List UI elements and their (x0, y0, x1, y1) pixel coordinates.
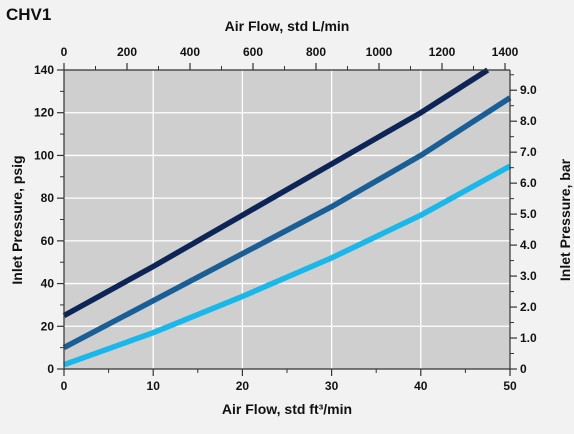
y2-tick-label: 3.0 (520, 269, 537, 283)
y2-axis-label: Inlet Pressure, bar (557, 158, 573, 281)
x2-tick-label: 1200 (429, 45, 456, 59)
y2-tick-label: 8.0 (520, 114, 537, 128)
series-line-1 (62, 67, 490, 319)
y-tick-label: 120 (34, 106, 54, 120)
y-tick-label: 40 (41, 277, 55, 291)
y-tick-label: 100 (34, 148, 54, 162)
x-tick-label: 50 (503, 379, 517, 393)
y-tick-label: 0 (47, 362, 54, 376)
x2-tick-label: 400 (180, 45, 200, 59)
y2-tick-label: 1.0 (520, 331, 537, 345)
x-tick-label: 10 (147, 379, 161, 393)
x2-tick-label: 1400 (492, 45, 519, 59)
x-tick-label: 20 (236, 379, 250, 393)
x2-tick-label: 200 (117, 45, 137, 59)
x-axis-label: Air Flow, std ft³/min (222, 401, 352, 417)
x2-tick-label: 0 (61, 45, 68, 59)
y2-tick-label: 4.0 (520, 238, 537, 252)
y-tick-label: 80 (41, 191, 55, 205)
x-tick-label: 40 (414, 379, 428, 393)
x2-tick-label: 800 (306, 45, 326, 59)
y2-tick-label: 5.0 (520, 207, 537, 221)
x2-tick-label: 1000 (366, 45, 393, 59)
y-tick-label: 140 (34, 63, 54, 77)
y-tick-label: 20 (41, 319, 55, 333)
chart-title: CHV1 (6, 5, 51, 24)
y-tick-label: 60 (41, 234, 55, 248)
series-line-3 (63, 163, 512, 368)
x2-axis-label: Air Flow, std L/min (225, 18, 350, 34)
series-line-2 (62, 95, 512, 351)
y2-tick-label: 7.0 (520, 145, 537, 159)
y2-tick-label: 0 (520, 362, 527, 376)
y2-tick-label: 9.0 (520, 83, 537, 97)
x-tick-label: 0 (61, 379, 68, 393)
y2-tick-label: 2.0 (520, 300, 537, 314)
x-tick-label: 30 (325, 379, 339, 393)
plot-area (64, 70, 510, 369)
y-axis-label: Inlet Pressure, psig (9, 155, 25, 284)
x2-tick-label: 600 (243, 45, 263, 59)
y2-tick-label: 6.0 (520, 176, 537, 190)
